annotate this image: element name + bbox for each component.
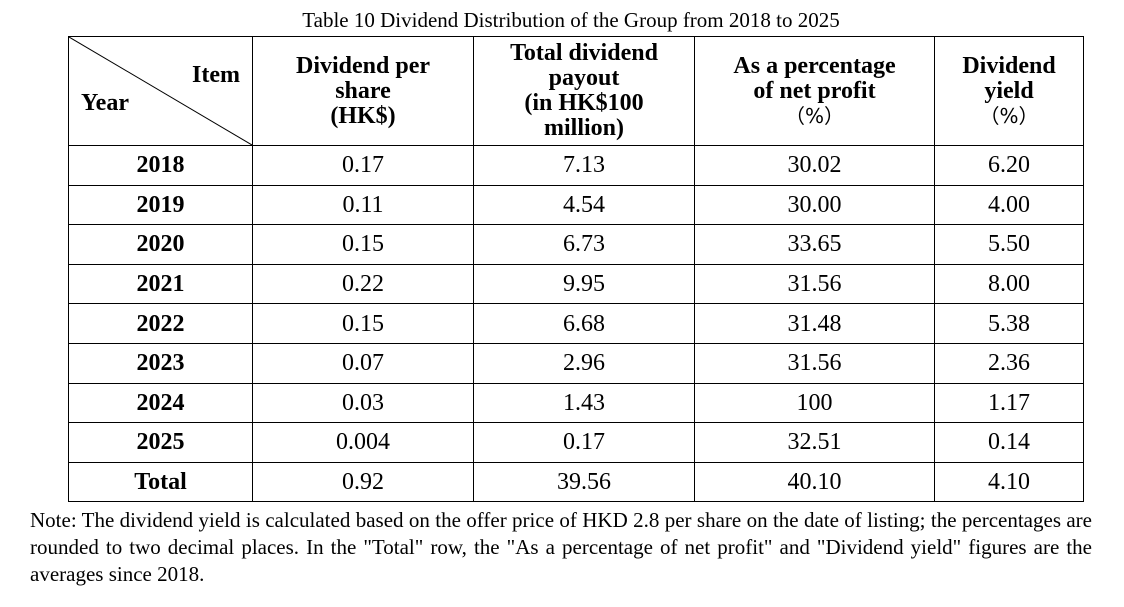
total-header-line: payout: [548, 65, 620, 91]
total-cell: 7.13: [473, 145, 695, 186]
dps-cell: 0.15: [252, 224, 474, 265]
pct-cell: 31.48: [694, 303, 935, 344]
total-cell: 2.96: [473, 342, 695, 384]
pct-cell: 30.00: [694, 184, 935, 226]
yield-cell: 5.50: [934, 224, 1084, 265]
year-cell: 2021: [68, 263, 253, 305]
yield-cell: 1.17: [934, 382, 1084, 424]
pct-header-line: of net profit: [753, 77, 876, 104]
dps-cell: 0.004: [252, 422, 474, 463]
pct-cell: 31.56: [694, 263, 935, 305]
table-row: 2021 0.22 9.95 31.56 8.00: [68, 263, 1084, 305]
total-cell: 4.54: [473, 184, 695, 226]
yield-header-line: Dividend: [962, 52, 1056, 79]
table-caption: Table 10 Dividend Distribution of the Gr…: [302, 8, 840, 32]
dps-cell: 0.03: [252, 382, 474, 424]
pct-cell: 31.56: [694, 342, 935, 384]
year-cell: 2023: [68, 342, 253, 384]
dps-cell: 0.22: [252, 263, 474, 305]
yield-cell: 0.14: [934, 422, 1084, 463]
year-cell: 2022: [68, 303, 253, 344]
year-cell: 2025: [68, 422, 253, 463]
total-row: Total 0.92 39.56 40.10 4.10: [68, 461, 1084, 503]
pct-cell: 100: [694, 382, 935, 424]
pct-net-profit-header: As a percentage of net profit （%）: [694, 36, 935, 146]
yield-cell: 5.38: [934, 303, 1084, 344]
table-row: 2023 0.07 2.96 31.56 2.36: [68, 342, 1084, 384]
corner-header-cell: Item Year: [68, 36, 253, 146]
pct-header-line: As a percentage: [733, 52, 896, 79]
yield-cell: 4.10: [934, 461, 1084, 503]
dps-cell: 0.15: [252, 303, 474, 344]
header-row: Item Year Dividend per share (HK$) Total…: [68, 36, 1084, 146]
total-cell: 1.43: [473, 382, 695, 424]
pct-cell: 40.10: [694, 461, 935, 503]
yield-cell: 8.00: [934, 263, 1084, 305]
diagonal-divider: [69, 37, 252, 145]
corner-item-label: Item: [192, 62, 240, 88]
dividend-table: Item Year Dividend per share (HK$) Total…: [68, 36, 1084, 503]
dps-cell: 0.92: [252, 461, 474, 503]
dps-cell: 0.11: [252, 184, 474, 226]
pct-cell: 33.65: [694, 224, 935, 265]
total-cell: 9.95: [473, 263, 695, 305]
table-row: 2020 0.15 6.73 33.65 5.50: [68, 224, 1084, 265]
corner-year-label: Year: [81, 90, 129, 116]
total-payout-header: Total dividend payout (in HK$100 million…: [473, 36, 695, 146]
dps-header: Dividend per share (HK$): [252, 36, 474, 146]
table-row: 2022 0.15 6.68 31.48 5.38: [68, 303, 1084, 344]
dps-header-line: share: [335, 77, 391, 104]
dps-header-line: Dividend per: [295, 52, 430, 79]
dps-header-line: (HK$): [330, 102, 396, 129]
yield-header-unit: （%）: [979, 103, 1039, 128]
year-cell: 2020: [68, 224, 253, 265]
yield-cell: 6.20: [934, 145, 1084, 186]
total-cell: 6.68: [473, 303, 695, 344]
table-row: 2024 0.03 1.43 100 1.17: [68, 382, 1084, 424]
table-row: 2025 0.004 0.17 32.51 0.14: [68, 422, 1084, 463]
total-cell: 39.56: [473, 461, 695, 503]
pct-cell: 32.51: [694, 422, 935, 463]
dividend-yield-header: Dividend yield （%）: [934, 36, 1084, 146]
year-cell: 2018: [68, 145, 253, 186]
total-header-line: Total dividend: [510, 40, 658, 66]
yield-cell: 4.00: [934, 184, 1084, 226]
pct-header-unit: （%）: [784, 103, 844, 128]
table-row: 2019 0.11 4.54 30.00 4.00: [68, 184, 1084, 226]
yield-cell: 2.36: [934, 342, 1084, 384]
table-row: 2018 0.17 7.13 30.02 6.20: [68, 145, 1084, 186]
total-header-line: million): [543, 115, 624, 141]
year-cell: 2019: [68, 184, 253, 226]
total-label-cell: Total: [68, 461, 253, 503]
dps-cell: 0.17: [252, 145, 474, 186]
total-cell: 0.17: [473, 422, 695, 463]
yield-header-line: yield: [984, 77, 1034, 104]
total-cell: 6.73: [473, 224, 695, 265]
year-cell: 2024: [68, 382, 253, 424]
pct-cell: 30.02: [694, 145, 935, 186]
dps-cell: 0.07: [252, 342, 474, 384]
total-header-line: (in HK$100: [524, 90, 644, 116]
table-note: Note: The dividend yield is calculated b…: [30, 508, 1092, 586]
